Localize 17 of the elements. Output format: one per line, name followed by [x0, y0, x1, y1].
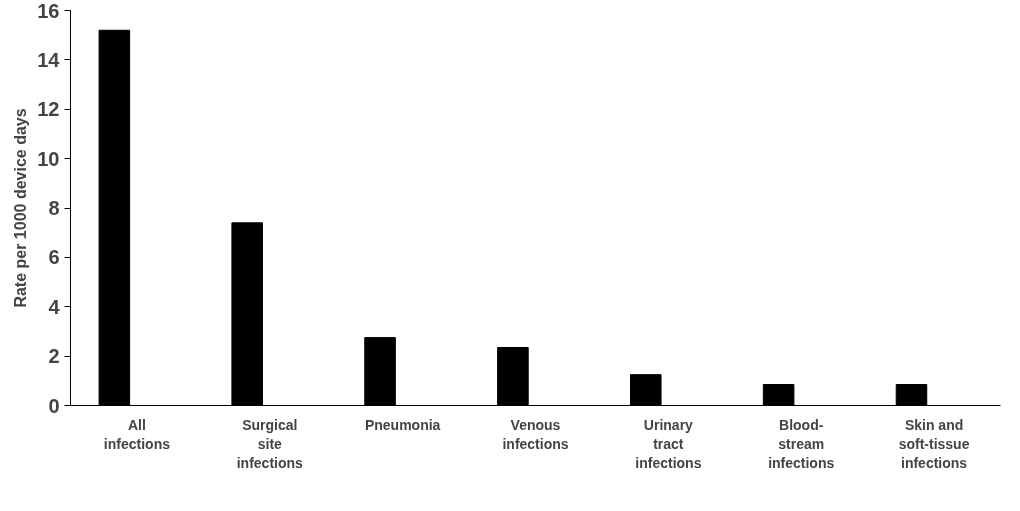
x-tick-label: Surgical site infections — [236, 416, 304, 471]
x-tick-label: Skin and soft-tissue infections — [898, 416, 970, 471]
y-tick-label: 0 — [48, 394, 60, 417]
y-tick-label: 10 — [37, 147, 60, 170]
y-tick-label: 4 — [48, 295, 61, 318]
y-axis-title: Rate per 1000 device days — [12, 108, 30, 308]
x-tick-label: Blood- stream infections — [768, 416, 835, 471]
x-tick-label: Urinary tract infections — [635, 416, 702, 471]
y-tick-label: 12 — [37, 98, 60, 121]
y-tick-label: 14 — [37, 48, 61, 71]
x-tick-label: Pneumonia — [364, 416, 441, 433]
y-tick-label: 8 — [48, 197, 60, 219]
y-tick-label: 6 — [48, 246, 60, 269]
x-tick-label: All infections — [103, 416, 171, 452]
y-tick-label: 16 — [37, 0, 60, 22]
y-tick-label: 2 — [48, 345, 60, 368]
x-tick-label: Venous infections — [502, 416, 569, 452]
